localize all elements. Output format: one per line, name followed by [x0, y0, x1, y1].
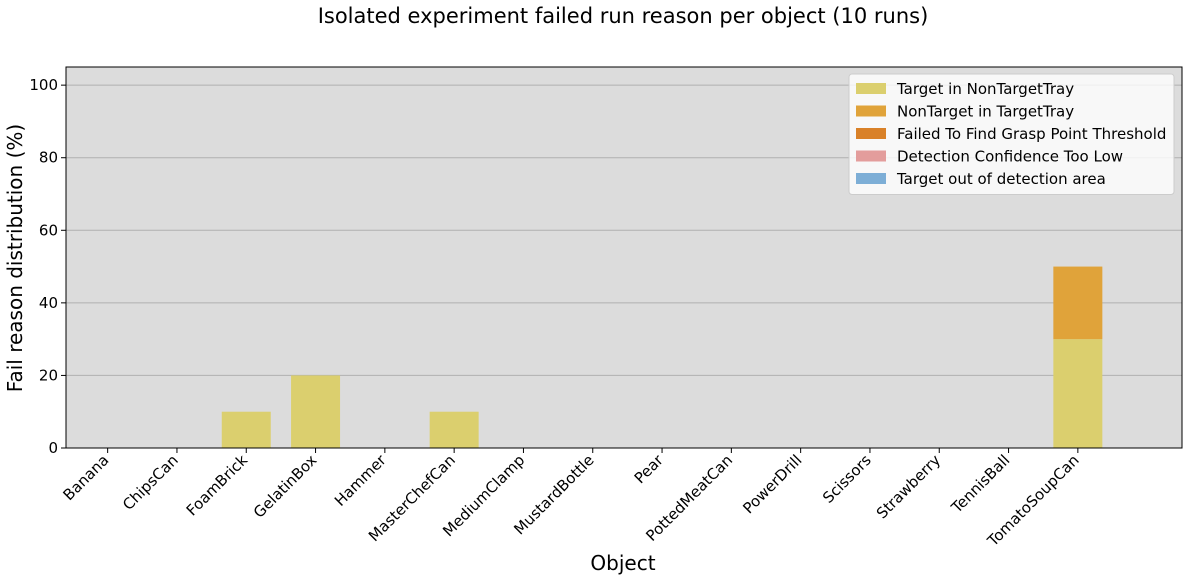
legend-swatch	[856, 150, 886, 162]
legend-entry: Detection Confidence Too Low	[897, 148, 1123, 166]
y-tick-label: 60	[39, 221, 58, 239]
legend-swatch	[856, 128, 886, 139]
y-axis-label: Fail reason distribution (%)	[3, 124, 27, 392]
x-tick-label: Banana	[60, 451, 113, 504]
x-tick-label: ChipsCan	[119, 451, 182, 514]
legend-swatch	[856, 83, 886, 94]
y-axis-ticks: 0 20 40 60 80 100	[29, 76, 66, 457]
legend-box	[848, 73, 1175, 195]
legend-entry: Failed To Find Grasp Point Threshold	[897, 125, 1166, 143]
plot-frame	[65, 66, 1183, 449]
legend-swatch	[856, 105, 886, 117]
x-tick-label: Pear	[631, 451, 668, 488]
legend-entry: Target in NonTargetTray	[896, 80, 1074, 98]
bar-segment	[221, 411, 271, 448]
bar-segment	[291, 375, 341, 448]
x-axis-label: Object	[590, 551, 655, 575]
x-tick-label: Scissors	[819, 451, 875, 507]
x-tick-label: Hammer	[331, 451, 390, 510]
legend-entry: Target out of detection area	[896, 170, 1106, 188]
x-tick-label: GelatinBox	[250, 451, 321, 522]
bar-segment	[429, 411, 479, 448]
y-tick-label: 40	[39, 294, 58, 312]
y-tick-label: 20	[39, 366, 58, 384]
x-tick-label: FoamBrick	[183, 451, 252, 520]
legend-entry: NonTarget in TargetTray	[897, 103, 1074, 121]
x-tick-label: PowerDrill	[739, 451, 805, 517]
x-tick-label: Strawberry	[873, 451, 944, 522]
y-tick-label: 0	[48, 439, 58, 457]
legend-swatch	[856, 173, 886, 184]
chart-title: Isolated experiment failed run reason pe…	[318, 4, 929, 28]
x-tick-label: TennisBall	[947, 451, 1013, 517]
y-tick-label: 80	[39, 149, 58, 167]
bar-segment	[1053, 339, 1103, 448]
legend: Target in NonTargetTray NonTarget in Targ…	[848, 73, 1175, 195]
bar-segment	[1053, 266, 1103, 340]
y-tick-label: 100	[29, 76, 58, 94]
bars	[221, 266, 1103, 448]
